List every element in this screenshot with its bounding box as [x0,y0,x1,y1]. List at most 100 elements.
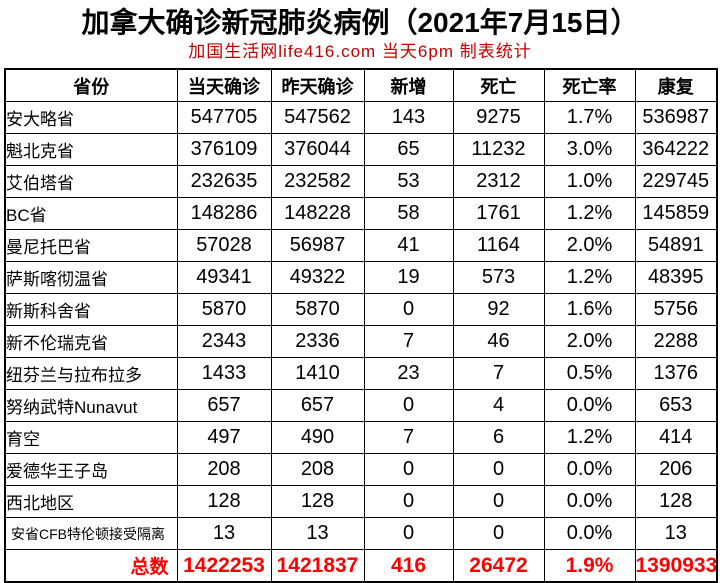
value-cell: 19 [363,261,454,294]
province-name-cell: 魁北克省 [4,133,178,166]
value-cell: 0 [452,453,545,486]
value-cell: 376044 [270,133,365,166]
province-name-cell: 曼尼托巴省 [4,229,178,262]
value-cell: 65 [363,133,454,166]
value-cell: 490 [270,421,365,454]
value-cell: 497 [176,421,272,454]
value-cell: 1.0% [543,165,636,198]
page-title: 加拿大确诊新冠肺炎病例（2021年7月15日） [81,7,639,38]
value-cell: 4 [452,389,545,422]
covid-stats-table: 省份 当天确诊 昨天确诊 新增 死亡 死亡率 康复 安大略省 547705 5475… [4,68,718,583]
value-cell: 0 [452,485,545,518]
value-cell: 208 [270,453,365,486]
value-cell: 5870 [176,293,272,326]
value-cell: 3.0% [543,133,636,166]
table-row: 育空 497 490 7 6 1.2% 414 [4,421,718,454]
value-cell: 5870 [270,293,365,326]
value-cell: 0.0% [543,389,636,422]
value-cell: 0 [363,453,454,486]
value-cell: 0.0% [543,485,636,518]
value-cell: 2343 [176,325,272,358]
value-cell: 364222 [634,133,718,166]
value-cell: 92 [452,293,545,326]
total-row: 总数 1422253 1421837 416 26472 1.9% 139093… [4,549,718,583]
value-cell: 232635 [176,165,272,198]
value-cell: 229745 [634,165,718,198]
total-deaths: 26472 [452,549,545,583]
total-new-cases: 416 [363,549,454,583]
table-row: 曼尼托巴省 57028 56987 41 1164 2.0% 54891 [4,229,718,262]
value-cell: 0.0% [543,453,636,486]
table-row: 努纳武特Nunavut 657 657 0 4 0.0% 653 [4,389,718,422]
value-cell: 1.2% [543,421,636,454]
value-cell: 128 [270,485,365,518]
province-name-cell: 育空 [4,421,178,454]
value-cell: 2288 [634,325,718,358]
value-cell: 7 [363,325,454,358]
province-name-cell: 爱德华王子岛 [4,453,178,486]
value-cell: 232582 [270,165,365,198]
table-row: 纽芬兰与拉布拉多 1433 1410 23 7 0.5% 1376 [4,357,718,390]
value-cell: 1433 [176,357,272,390]
value-cell: 1.6% [543,293,636,326]
value-cell: 208 [176,453,272,486]
value-cell: 206 [634,453,718,486]
value-cell: 1.2% [543,197,636,230]
province-name-cell: BC省 [4,197,178,230]
total-yesterday-confirmed: 1421837 [270,549,365,583]
value-cell: 6 [452,421,545,454]
table-footer: 总数 1422253 1421837 416 26472 1.9% 139093… [4,549,718,583]
province-name-cell: 安大略省 [4,101,178,134]
value-cell: 2336 [270,325,365,358]
total-label: 总数 [4,549,178,583]
value-cell: 11232 [452,133,545,166]
value-cell: 1761 [452,197,545,230]
value-cell: 1.2% [543,261,636,294]
table-row: 萨斯喀彻温省 49341 49322 19 573 1.2% 48395 [4,261,718,294]
value-cell: 2312 [452,165,545,198]
value-cell: 0 [363,517,454,550]
value-cell: 653 [634,389,718,422]
province-name-cell: 纽芬兰与拉布拉多 [4,357,178,390]
value-cell: 49341 [176,261,272,294]
value-cell: 573 [452,261,545,294]
value-cell: 2.0% [543,325,636,358]
value-cell: 128 [176,485,272,518]
province-name-cell: 新斯科舍省 [4,293,178,326]
value-cell: 2.0% [543,229,636,262]
value-cell: 13 [634,517,718,550]
value-cell: 0 [363,389,454,422]
total-recovered: 1390933 [634,549,718,583]
column-header-deaths: 死亡 [452,68,545,102]
value-cell: 547705 [176,101,272,134]
table-row: 安省CFB特伦顿接受隔离 13 13 0 0 0.0% 13 [4,517,718,550]
value-cell: 53 [363,165,454,198]
table-row: 艾伯塔省 232635 232582 53 2312 1.0% 229745 [4,165,718,198]
table-body: 安大略省 547705 547562 143 9275 1.7% 536987 魁北克省 376… [4,101,718,550]
province-name-cell: 新不伦瑞克省 [4,325,178,358]
value-cell: 58 [363,197,454,230]
total-today-confirmed: 1422253 [176,549,272,583]
value-cell: 5756 [634,293,718,326]
table-row: 新不伦瑞克省 2343 2336 7 46 2.0% 2288 [4,325,718,358]
header-row: 省份 当天确诊 昨天确诊 新增 死亡 死亡率 康复 [4,68,718,102]
province-name-cell: 西北地区 [4,485,178,518]
table-row: 西北地区 128 128 0 0 0.0% 128 [4,485,718,518]
value-cell: 0.5% [543,357,636,390]
column-header-today-confirmed: 当天确诊 [176,68,272,102]
column-header-province: 省份 [4,68,178,102]
column-header-death-rate: 死亡率 [543,68,636,102]
table-row: 爱德华王子岛 208 208 0 0 0.0% 206 [4,453,718,486]
value-cell: 48395 [634,261,718,294]
table-header: 省份 当天确诊 昨天确诊 新增 死亡 死亡率 康复 [4,68,718,102]
value-cell: 1.7% [543,101,636,134]
value-cell: 0 [363,293,454,326]
value-cell: 7 [363,421,454,454]
table-row: 魁北克省 376109 376044 65 11232 3.0% 364222 [4,133,718,166]
value-cell: 46 [452,325,545,358]
total-death-rate: 1.9% [543,549,636,583]
value-cell: 56987 [270,229,365,262]
value-cell: 547562 [270,101,365,134]
value-cell: 376109 [176,133,272,166]
